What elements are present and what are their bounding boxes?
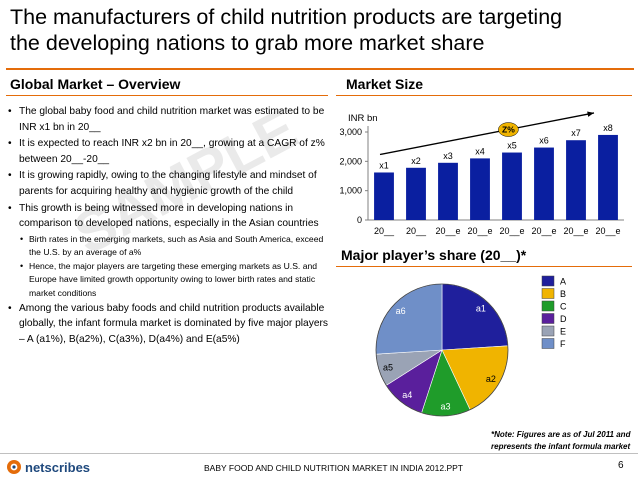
legend-swatch	[541, 275, 555, 287]
pie-slice-label: a6	[396, 306, 406, 316]
growth-arrowhead	[587, 111, 594, 117]
title-divider	[6, 68, 634, 70]
bullet-3: It is growing rapidly, owing to the chan…	[8, 168, 330, 199]
bar	[374, 172, 394, 220]
page-number: 6	[618, 460, 624, 471]
pie-slice-label: a2	[486, 374, 496, 384]
legend-label: D	[560, 314, 567, 324]
x-tick-label: 20__e	[563, 226, 588, 236]
overview-bullets: The global baby food and child nutrition…	[8, 104, 330, 349]
legend-label: E	[560, 327, 566, 337]
chart-note: *Note: Figures are as of Jul 2011 and re…	[491, 430, 631, 451]
bar-data-label: x3	[443, 151, 453, 161]
pie-slice-label: a1	[476, 304, 486, 314]
bar	[534, 147, 554, 220]
bar-data-label: x2	[411, 156, 421, 166]
logo-wordmark: netscribes	[25, 459, 91, 475]
players-share-underline	[336, 266, 632, 267]
x-tick-label: 20__	[374, 226, 395, 236]
netscribes-logo: netscribes	[6, 458, 90, 476]
bullet-4: This growth is being witnessed more in d…	[8, 201, 330, 232]
bar	[470, 158, 490, 220]
bar-data-label: x4	[475, 146, 485, 156]
pie-outline	[375, 283, 509, 417]
bar	[502, 152, 522, 220]
bar	[566, 140, 586, 220]
legend-label: C	[560, 302, 567, 312]
x-tick-label: 20__e	[467, 226, 492, 236]
market-size-underline	[336, 95, 632, 96]
x-tick-label: 20__e	[499, 226, 524, 236]
y-tick-label: 1,000	[339, 186, 362, 196]
legend-label: F	[560, 339, 566, 349]
overview-underline	[6, 95, 328, 96]
bar-data-label: x1	[379, 160, 389, 170]
bar	[598, 134, 618, 220]
x-tick-label: 20__	[406, 226, 427, 236]
cagr-badge	[498, 122, 519, 137]
market-size-heading: Market Size	[346, 76, 424, 92]
pie-slice	[375, 283, 443, 355]
legend-swatch	[541, 288, 555, 299]
legend-swatch	[541, 338, 555, 349]
footer-divider	[0, 453, 638, 454]
y-unit-label: INR bn	[348, 113, 378, 124]
players-share-heading: Major player’s share (20__)*	[341, 247, 527, 263]
legend-label: A	[560, 277, 566, 287]
sub-bullet-1: Birth rates in the emerging markets, suc…	[8, 233, 330, 259]
footer-filename: BABY FOOD AND CHILD NUTRITION MARKET IN …	[204, 463, 463, 473]
logo-icon	[7, 460, 21, 474]
y-tick-label: 2,000	[339, 156, 362, 166]
legend-swatch	[541, 300, 555, 312]
bar	[438, 162, 458, 220]
legend-label: B	[560, 289, 566, 299]
bullet-5: Among the various baby foods and child n…	[8, 301, 330, 348]
bar-data-label: x8	[603, 123, 613, 133]
bullet-1: The global baby food and child nutrition…	[8, 104, 330, 135]
overview-heading: Global Market – Overview	[10, 76, 181, 92]
bullet-2: It is expected to reach INR x2 bn in 20_…	[8, 136, 330, 167]
market-size-bar-chart: INR bn 0 1,000 2,000 3,000 x1 x2 x3 x4 x5 x6 x7 x8…	[339, 111, 624, 236]
slide-title-line-1: The manufacturers of child nutrition pro…	[10, 5, 563, 29]
growth-trend-line	[379, 112, 595, 156]
sub-bullet-2: Hence, the major players are targeting t…	[8, 260, 330, 300]
legend-swatch	[541, 325, 555, 337]
x-tick-label: 20__e	[435, 226, 460, 236]
bar	[406, 167, 426, 220]
y-tick-label: 3,000	[339, 127, 362, 137]
bar-data-label: x6	[539, 136, 549, 146]
cagr-label: Z%	[502, 125, 515, 135]
pie-slice	[441, 283, 509, 351]
x-tick-label: 20__e	[531, 226, 556, 236]
pie-slice-label: a5	[383, 363, 393, 373]
legend-swatch	[541, 313, 555, 324]
y-tick-label: 0	[357, 215, 362, 225]
bar-data-label: x5	[507, 141, 517, 151]
pie-slice-label: a4	[402, 390, 412, 400]
x-tick-label: 20__e	[595, 226, 620, 236]
slide-title: The manufacturers of child nutrition pro…	[10, 4, 630, 56]
bar-data-label: x7	[571, 128, 581, 138]
slide-title-line-2: the developing nations to grab more mark…	[10, 31, 485, 55]
pie-slice-label: a3	[441, 402, 451, 412]
